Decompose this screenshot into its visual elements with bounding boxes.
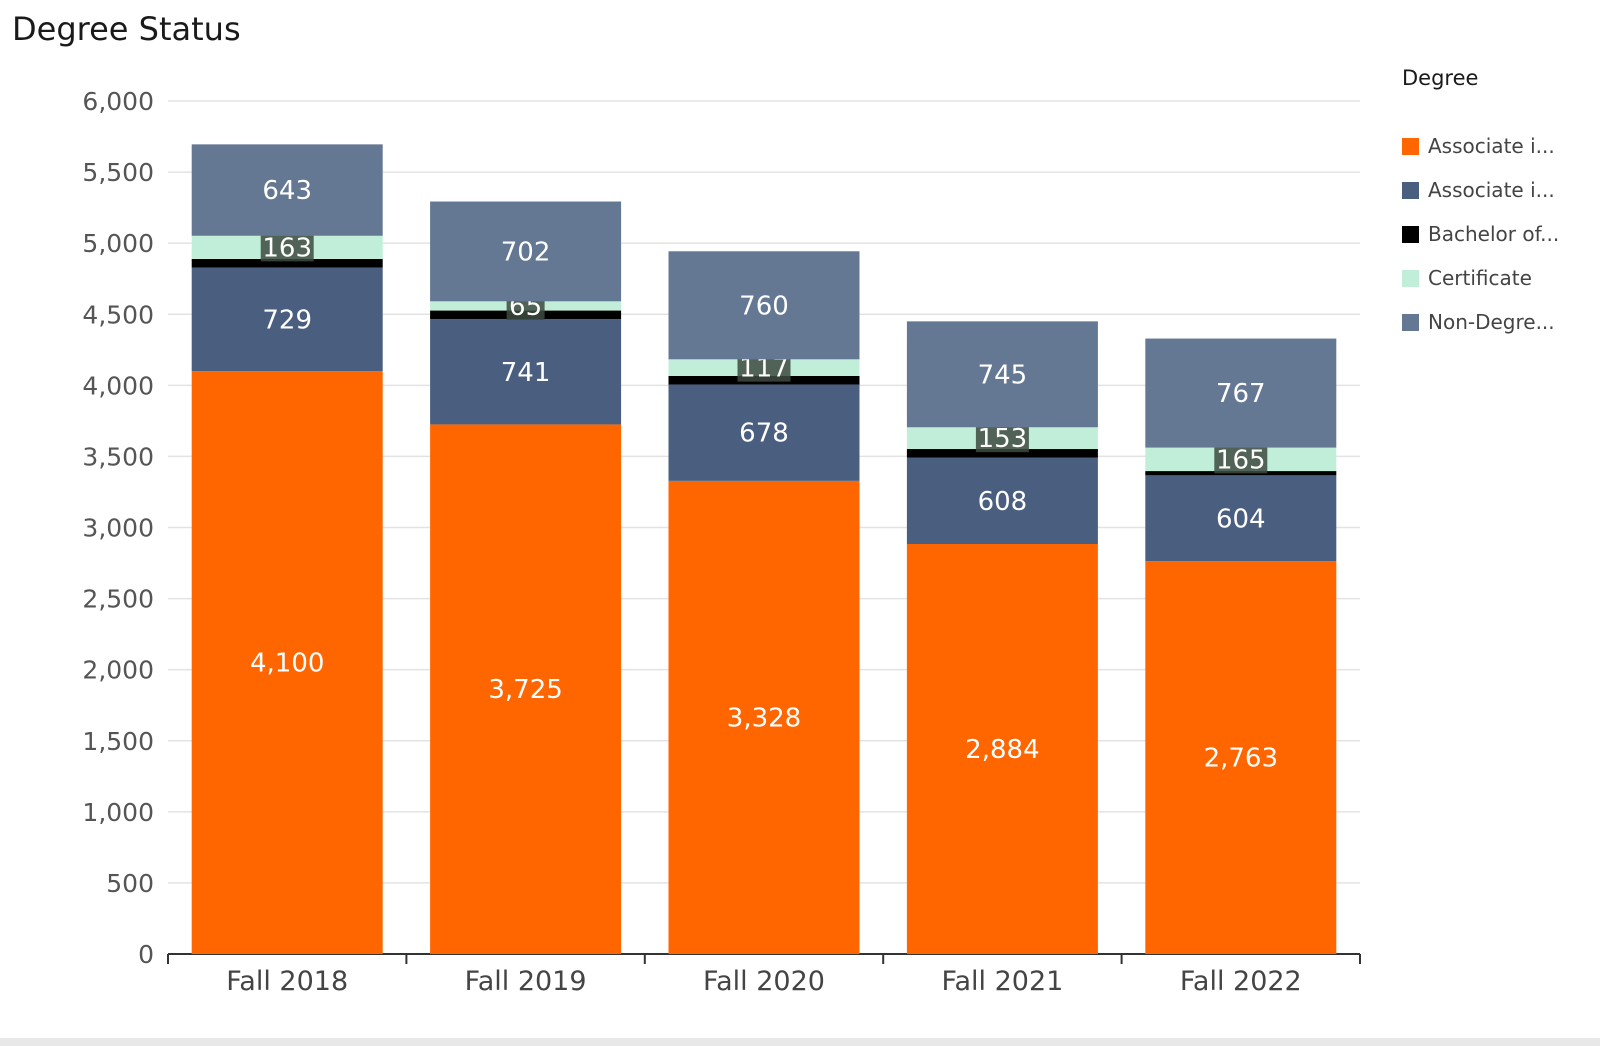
bar-segment	[668, 384, 860, 481]
data-label: 745	[978, 360, 1028, 390]
bar-segment	[430, 424, 622, 954]
data-label: 729	[262, 305, 312, 335]
data-label: 643	[262, 176, 312, 206]
y-tick-label: 3,000	[82, 514, 154, 543]
legend-label: Certificate	[1428, 266, 1532, 290]
legend-swatch	[1402, 181, 1419, 199]
legend-swatch	[1402, 269, 1419, 287]
bar-segment	[191, 267, 383, 372]
legend-item[interactable]: Associate i...	[1402, 168, 1559, 212]
y-tick-label: 2,500	[82, 585, 154, 614]
legend-item[interactable]: Associate i...	[1402, 124, 1559, 168]
legend-swatch	[1402, 137, 1419, 155]
y-tick-label: 5,500	[82, 158, 154, 187]
data-label: 4,100	[250, 649, 324, 679]
data-label: 741	[501, 358, 551, 388]
x-tick-label: Fall 2020	[703, 966, 825, 997]
legend-item[interactable]: Certificate	[1402, 256, 1559, 300]
chart-title: Degree Status	[12, 10, 241, 48]
y-tick-label: 2,000	[82, 656, 154, 685]
data-label: 2,884	[965, 735, 1039, 765]
legend: Degree Associate i... Associate i... Bache…	[1402, 66, 1559, 344]
data-label: 3,725	[488, 675, 562, 705]
data-label: 165	[1216, 445, 1266, 475]
y-tick-label: 0	[138, 940, 154, 969]
data-label: 3,328	[727, 703, 801, 733]
y-tick-label: 5,000	[82, 229, 154, 258]
bar-segment	[191, 144, 383, 236]
data-label: 608	[978, 487, 1028, 517]
data-label: 163	[262, 233, 312, 263]
bar-segment	[1145, 338, 1337, 448]
y-tick-label: 1,000	[82, 798, 154, 827]
data-label: 760	[739, 291, 789, 321]
bar-segment	[191, 258, 383, 268]
data-label: 767	[1216, 379, 1266, 409]
bottom-divider	[0, 1038, 1600, 1046]
y-tick-label: 4,500	[82, 300, 154, 329]
bar-segment	[906, 543, 1098, 954]
y-tick-label: 4,000	[82, 371, 154, 400]
bar-segment	[906, 321, 1098, 428]
bar-segment	[906, 449, 1098, 458]
legend-label: Associate i...	[1428, 134, 1555, 158]
x-tick-label: Fall 2019	[465, 966, 587, 997]
y-tick-label: 1,500	[82, 727, 154, 756]
bar-segment	[668, 480, 860, 954]
data-label-bg	[975, 424, 1029, 453]
x-tick-label: Fall 2021	[941, 966, 1063, 997]
data-label: 702	[501, 237, 551, 267]
bar-segment	[906, 457, 1098, 544]
legend-label: Non-Degre...	[1428, 310, 1555, 334]
bar-segment	[1145, 561, 1337, 954]
data-label-bg	[260, 233, 314, 262]
data-label: 153	[978, 424, 1028, 454]
bar-segment	[191, 371, 383, 954]
legend-label: Bachelor of...	[1428, 222, 1560, 246]
bar-segment	[430, 201, 622, 302]
data-label-bg	[1214, 445, 1268, 474]
data-label: 2,763	[1204, 744, 1278, 774]
legend-swatch	[1402, 225, 1419, 243]
legend-swatch	[1402, 313, 1419, 331]
legend-items: Associate i... Associate i... Bachelor of.…	[1402, 124, 1559, 344]
data-label: 678	[739, 419, 789, 449]
bar-segment	[430, 319, 622, 425]
y-tick-label: 500	[106, 869, 154, 898]
x-tick-label: Fall 2018	[226, 966, 348, 997]
legend-item[interactable]: Bachelor of...	[1402, 212, 1559, 256]
legend-item[interactable]: Non-Degre...	[1402, 300, 1559, 344]
legend-title: Degree	[1402, 66, 1479, 90]
x-tick-label: Fall 2022	[1180, 966, 1302, 997]
y-tick-label: 6,000	[82, 87, 154, 116]
legend-label: Associate i...	[1428, 178, 1555, 202]
y-tick-label: 3,500	[82, 442, 154, 471]
data-label: 604	[1216, 504, 1266, 534]
bar-segment	[668, 251, 860, 360]
bar-segment	[1145, 475, 1337, 562]
